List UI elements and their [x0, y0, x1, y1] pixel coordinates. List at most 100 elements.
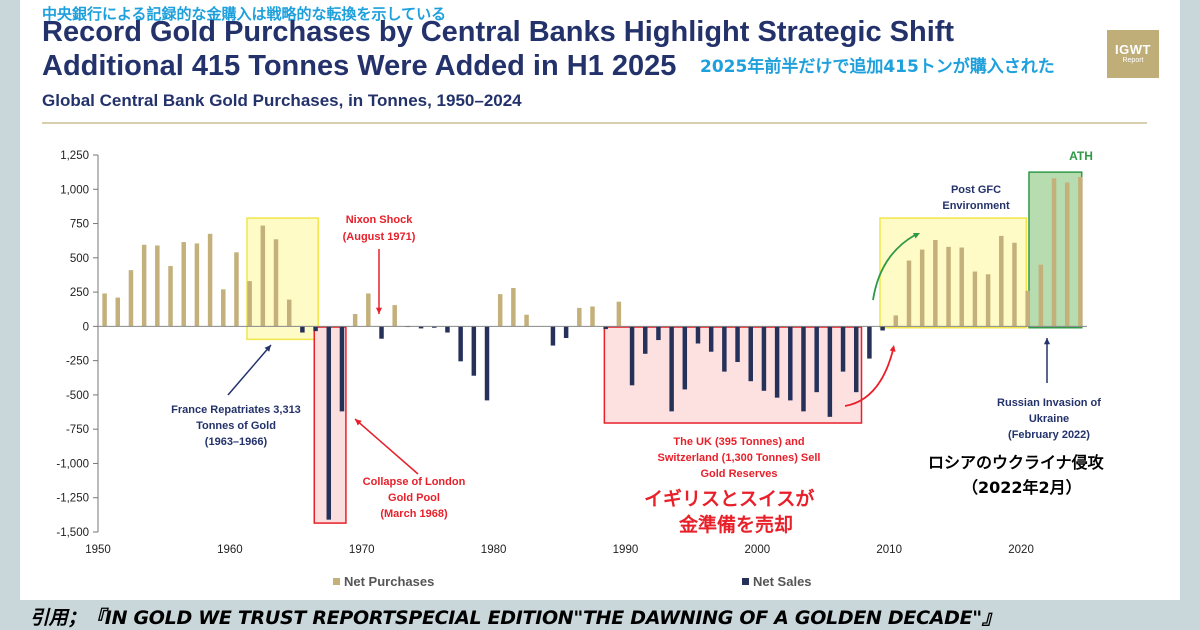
bar-net-sale [313, 326, 318, 332]
uk-swiss-annotation-line-3: Gold Reserves [700, 468, 777, 480]
bar-net-sale [669, 326, 674, 412]
bar-net-sale [471, 326, 477, 376]
post-gfc-annotation-line-2: Environment [942, 200, 1010, 212]
bar-net-sale [682, 326, 688, 390]
bar-net-purchase [906, 260, 912, 327]
bar-net-sale [339, 326, 345, 412]
jp-uk-swiss-line-1: イギリスとスイスが [644, 488, 815, 510]
bar-net-purchase [1078, 176, 1083, 327]
y-tick-label: 500 [70, 253, 89, 265]
post-gfc-curved-arrow-head [913, 233, 920, 239]
bar-net-sale [867, 326, 872, 359]
bar-net-sale [761, 326, 767, 391]
legend-net-purchases-label: Net Purchases [344, 574, 434, 589]
bar-net-sale [748, 326, 753, 382]
ath-label: ATH [1069, 149, 1093, 163]
post-gfc-annotation-line-1: Post GFC [951, 184, 1001, 196]
legend-net-purchases-swatch [333, 578, 340, 585]
bar-net-purchase [194, 243, 200, 327]
russia-annotation-line-1: Russian Invasion of [997, 397, 1101, 409]
uk-swiss-curved-arrow [844, 349, 894, 407]
bar-net-purchase [577, 307, 582, 327]
nixon-arrow-head [375, 307, 383, 314]
bar-net-sale [880, 326, 885, 331]
title-divider [42, 122, 1147, 124]
bar-net-purchase [1025, 290, 1030, 327]
bar-net-purchase [102, 293, 107, 327]
london-arrow-head [355, 419, 362, 426]
bar-net-purchase [115, 297, 121, 327]
france-annotation-line-3: (1963–1966) [205, 436, 268, 448]
france-arrow [227, 344, 272, 396]
bar-net-purchase [590, 306, 595, 327]
legend-net-sales-swatch [742, 578, 749, 585]
bar-net-purchase [1051, 178, 1057, 327]
bar-net-purchase [207, 233, 213, 327]
bar-net-purchase [221, 289, 226, 327]
y-tick-label: -1,000 [56, 458, 89, 470]
bar-net-purchase [497, 294, 503, 327]
bar-net-sale [326, 326, 332, 520]
chart-subtitle: Global Central Bank Gold Purchases, in T… [42, 91, 522, 110]
bar-net-sale [445, 326, 450, 333]
bar-net-purchase [1038, 264, 1044, 327]
bar-net-sale [629, 326, 635, 386]
legend-net-sales-label: Net Sales [753, 574, 812, 589]
bar-net-purchase [616, 301, 622, 327]
bar-net-sale [603, 326, 608, 330]
bar-net-purchase [155, 245, 160, 327]
bar-net-purchase [141, 244, 147, 327]
jp-uk-swiss-line-2: 金準備を売却 [679, 514, 794, 536]
bar-net-sale [853, 326, 859, 393]
bar-net-purchase [247, 281, 252, 327]
y-tick-label: -1,500 [56, 527, 89, 539]
london-annotation-line-2: Gold Pool [388, 492, 440, 504]
bar-net-sale [643, 326, 648, 354]
jp-title: 中央銀行による記録的な金購入は戦略的な転換を示している [42, 5, 447, 23]
bar-net-purchase [524, 314, 529, 327]
jp-subtitle-right: 2025年前半だけで追加415トンが購入された [700, 57, 1055, 77]
citation-footer: 引用；『IN GOLD WE TRUST REPORTSPECIAL EDITI… [30, 607, 1001, 629]
france-arrow-head [264, 345, 271, 352]
bar-net-purchase [959, 247, 964, 327]
nixon-annotation-line-1: Nixon Shock [346, 214, 414, 226]
uk-swiss-annotation-line-1: The UK (395 Tonnes) and [673, 436, 804, 448]
y-tick-label: 250 [70, 287, 89, 299]
bar-net-sale [484, 326, 490, 401]
bar-net-sale [656, 326, 661, 341]
london-annotation-line-3: (March 1968) [380, 508, 448, 520]
bar-net-purchase [972, 271, 978, 327]
bar-net-sale [774, 326, 780, 398]
bar-net-sale [735, 326, 740, 363]
y-tick-label: -250 [66, 356, 89, 368]
x-tick-label: 2020 [1008, 544, 1034, 556]
y-tick-label: -1,250 [56, 493, 89, 505]
bar-net-sale [708, 326, 714, 352]
bar-net-purchase [260, 225, 266, 327]
france-highlight-box [246, 217, 319, 341]
bar-net-sale [788, 326, 793, 401]
bar-net-purchase [946, 246, 951, 327]
x-tick-label: 2010 [876, 544, 902, 556]
bar-net-sale [458, 326, 463, 362]
y-tick-label: -500 [66, 390, 89, 402]
bar-net-purchase [919, 249, 925, 327]
france-annotation-line-2: Tonnes of Gold [196, 420, 276, 432]
bar-net-purchase [893, 315, 899, 327]
bar-net-purchase [273, 239, 279, 327]
x-tick-label: 2000 [745, 544, 771, 556]
bar-net-sale [801, 326, 806, 412]
russia-annotation-line-2: Ukraine [1029, 413, 1069, 425]
bar-net-sale [550, 326, 556, 346]
y-tick-label: 1,000 [60, 184, 89, 196]
bar-net-purchase [128, 270, 134, 327]
bar-net-purchase [286, 299, 292, 327]
russia-annotation-line-3: (February 2022) [1008, 429, 1090, 441]
jp-russia-annotation: ロシアのウクライナ侵攻 [928, 453, 1104, 472]
bar-net-sale [563, 326, 569, 339]
bar-net-sale [418, 326, 424, 329]
bar-net-purchase [1012, 242, 1017, 327]
london-arrow [354, 418, 419, 475]
uk-swiss-curved-arrow-head [889, 345, 896, 352]
bar-net-sale [827, 326, 833, 417]
